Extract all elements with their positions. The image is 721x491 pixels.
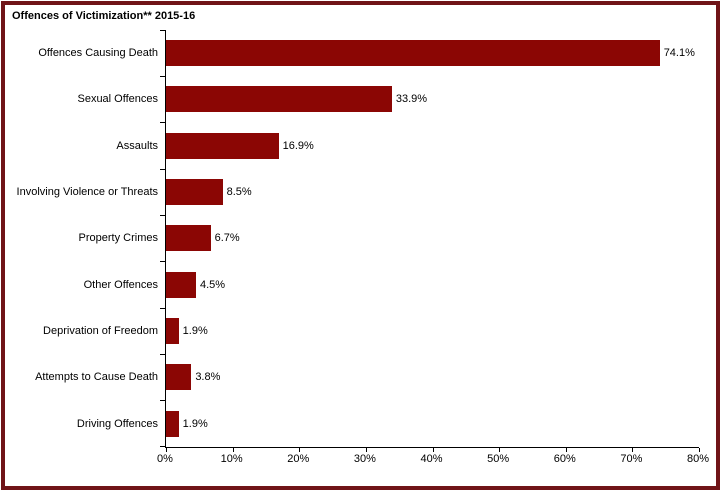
y-axis-tick	[160, 75, 166, 77]
bar-row: Other Offences 4.5%	[84, 262, 699, 308]
value-label: 3.8%	[195, 371, 221, 384]
bar	[166, 271, 196, 298]
value-label: 1.9%	[182, 325, 208, 338]
bar	[166, 40, 660, 67]
value-label: 74.1%	[663, 47, 695, 60]
bar	[166, 132, 279, 159]
category-label: Involving Violence or Threats	[16, 186, 158, 199]
bar	[166, 179, 223, 206]
bar-row: Sexual Offences 33.9%	[77, 76, 699, 122]
value-label: 16.9%	[282, 139, 314, 152]
y-axis-tick	[160, 214, 166, 216]
x-axis-tick-label: 60%	[553, 453, 576, 465]
bar-row: Assaults 16.9%	[116, 123, 699, 169]
value-label: 8.5%	[226, 186, 252, 199]
y-axis-tick	[160, 168, 166, 170]
bar	[166, 318, 179, 345]
x-axis-tick	[365, 448, 367, 452]
x-axis-tick	[632, 448, 634, 452]
category-label: Attempts to Cause Death	[35, 371, 158, 384]
value-label: 1.9%	[182, 417, 208, 430]
y-axis-tick	[160, 261, 166, 263]
y-axis-tick	[160, 353, 166, 355]
x-axis-tick-label: 50%	[487, 453, 510, 465]
value-label: 33.9%	[395, 93, 428, 106]
category-label: Other Offences	[83, 278, 158, 291]
category-label: Offences Causing Death	[38, 47, 158, 60]
category-label: Deprivation of Freedom	[43, 325, 158, 338]
y-axis-tick	[160, 307, 166, 309]
bar-row: Deprivation of Freedom 1.9%	[43, 308, 699, 354]
y-axis-tick	[160, 446, 166, 447]
bar	[166, 86, 392, 113]
category-label: Driving Offences	[76, 417, 158, 430]
category-label: Assaults	[116, 139, 158, 152]
bar-row: Offences Causing Death 74.1%	[38, 30, 699, 76]
x-axis-tick-label: 70%	[620, 453, 643, 465]
bar-row: Driving Offences 1.9%	[77, 401, 699, 447]
x-axis-tick-label: 30%	[353, 453, 376, 465]
value-label: 4.5%	[199, 278, 226, 291]
y-axis-tick	[160, 400, 166, 402]
bar	[166, 225, 211, 252]
bar	[166, 364, 192, 391]
x-axis-tick-label: 40%	[420, 453, 443, 465]
x-axis-tick	[699, 448, 700, 452]
x-axis-tick	[432, 448, 434, 452]
bar-rows: Offences Causing Death 74.1% Sexual Offenc…	[17, 30, 700, 452]
bar-row: Involving Violence or Threats 8.5%	[17, 169, 699, 215]
x-axis-tick	[232, 448, 234, 452]
bar-row: Property Crimes 6.7%	[79, 215, 699, 261]
x-axis-labels: 0% 10% 20% 30% 40% 50% 60% 70% 80%	[157, 453, 709, 469]
value-label: 6.7%	[214, 232, 240, 245]
x-axis-tick	[166, 448, 167, 452]
category-label: Sexual Offences	[77, 93, 158, 106]
category-label: Property Crimes	[78, 232, 158, 245]
bar-row: Attempts to Cause Death 3.8%	[35, 354, 699, 400]
x-axis-tick-label: 20%	[287, 453, 310, 465]
y-axis-tick	[160, 30, 166, 31]
plot-area: Offences Causing Death 74.1% Sexual Offenc…	[5, 30, 716, 465]
y-axis-tick	[160, 122, 166, 124]
x-axis-tick-label: 0%	[157, 453, 173, 465]
x-axis-tick-label: 80%	[686, 453, 710, 465]
x-axis-tick-label: 10%	[220, 453, 243, 465]
chart-title: Offences of Victimization** 2015-16	[12, 10, 196, 22]
x-axis-tick	[299, 448, 301, 452]
bar	[166, 410, 179, 437]
x-axis-tick	[499, 448, 501, 452]
x-axis-tick	[565, 448, 567, 452]
